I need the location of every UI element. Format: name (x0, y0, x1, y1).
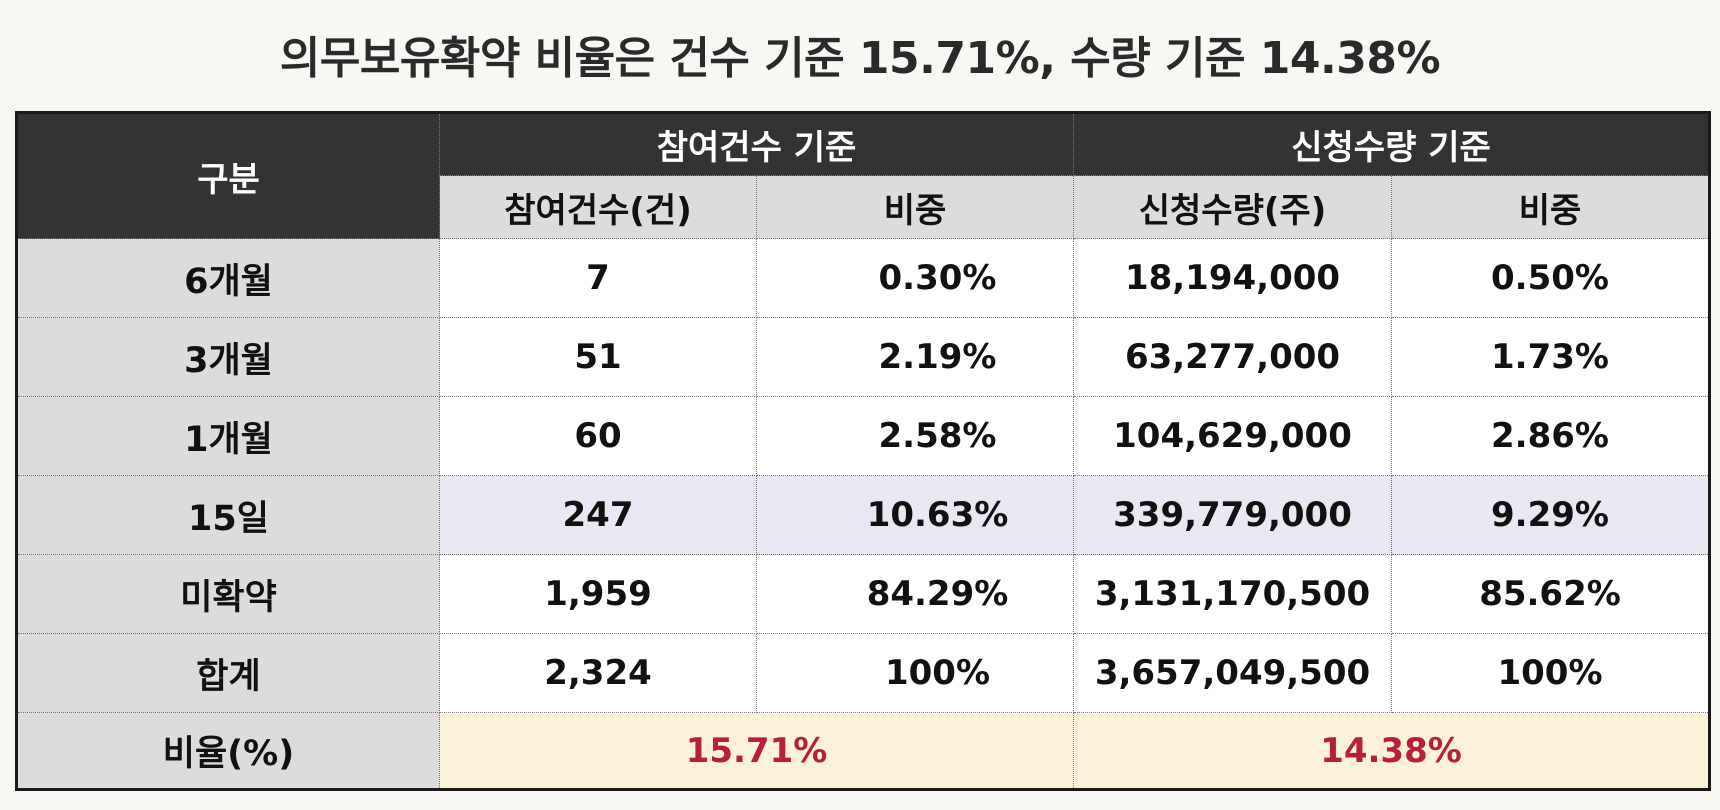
ratio-label: 비율(%) (16, 712, 440, 790)
qty-share-cell: 0.50% (1391, 238, 1710, 318)
table-row: 미확약 1,959 84.29% 3,131,170,500 85.62% (16, 554, 1710, 634)
table-row: 1개월 60 2.58% 104,629,000 2.86% (16, 396, 1710, 476)
lockup-ratio-table: 구분 참여건수 기준 신청수량 기준 참여건수(건) 비중 신청수량(주) 비중… (15, 111, 1711, 791)
ratio-count-value: 15.71% (439, 712, 1074, 790)
row-label: 3개월 (16, 317, 440, 397)
ratio-qty-value: 14.38% (1073, 712, 1710, 790)
count-cell: 2,324 (439, 633, 757, 713)
count-share-cell: 10.63% (756, 475, 1074, 555)
qty-cell: 104,629,000 (1073, 396, 1392, 476)
count-cell: 7 (439, 238, 757, 318)
group-header-count: 참여건수 기준 (439, 112, 1074, 176)
row-label: 6개월 (16, 238, 440, 318)
qty-share-cell: 85.62% (1391, 554, 1710, 634)
col-header-count-share: 비중 (756, 175, 1074, 239)
row-label: 15일 (16, 475, 440, 555)
table-row: 3개월 51 2.19% 63,277,000 1.73% (16, 317, 1710, 397)
group-header-qty: 신청수량 기준 (1073, 112, 1710, 176)
count-cell: 1,959 (439, 554, 757, 634)
row-label: 미확약 (16, 554, 440, 634)
table-row-total: 합계 2,324 100% 3,657,049,500 100% (16, 633, 1710, 713)
col-header-qty-share: 비중 (1391, 175, 1710, 239)
count-share-cell: 0.30% (756, 238, 1074, 318)
qty-cell: 339,779,000 (1073, 475, 1392, 555)
qty-cell: 3,657,049,500 (1073, 633, 1392, 713)
qty-share-cell: 100% (1391, 633, 1710, 713)
row-label: 합계 (16, 633, 440, 713)
row-label: 1개월 (16, 396, 440, 476)
corner-header: 구분 (16, 112, 440, 239)
qty-share-cell: 9.29% (1391, 475, 1710, 555)
col-header-qty: 신청수량(주) (1073, 175, 1392, 239)
count-share-cell: 2.19% (756, 317, 1074, 397)
count-share-cell: 100% (756, 633, 1074, 713)
col-header-count: 참여건수(건) (439, 175, 757, 239)
qty-cell: 3,131,170,500 (1073, 554, 1392, 634)
qty-cell: 18,194,000 (1073, 238, 1392, 318)
table-row-highlighted: 15일 247 10.63% 339,779,000 9.29% (16, 475, 1710, 555)
count-share-cell: 2.58% (756, 396, 1074, 476)
table-row: 6개월 7 0.30% 18,194,000 0.50% (16, 238, 1710, 318)
count-cell: 60 (439, 396, 757, 476)
count-share-cell: 84.29% (756, 554, 1074, 634)
count-cell: 51 (439, 317, 757, 397)
count-cell: 247 (439, 475, 757, 555)
qty-share-cell: 2.86% (1391, 396, 1710, 476)
qty-share-cell: 1.73% (1391, 317, 1710, 397)
ratio-row: 비율(%) 15.71% 14.38% (16, 712, 1710, 790)
qty-cell: 63,277,000 (1073, 317, 1392, 397)
page-title: 의무보유확약 비율은 건수 기준 15.71%, 수량 기준 14.38% (279, 33, 1441, 84)
